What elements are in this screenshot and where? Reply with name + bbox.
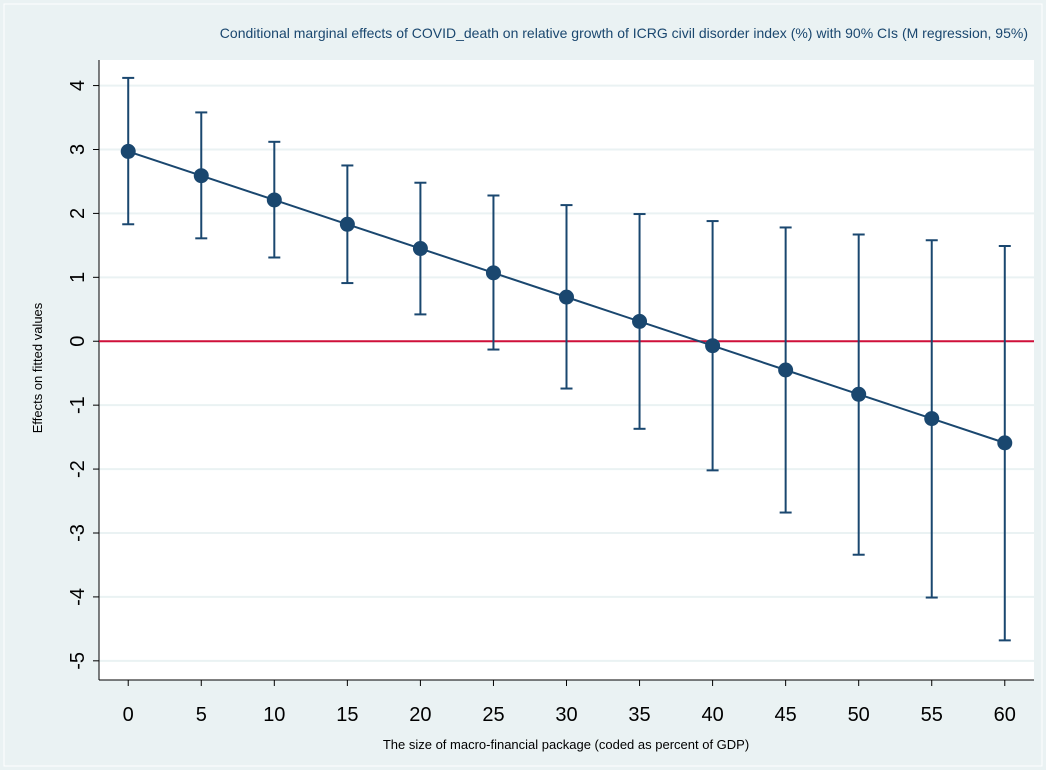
data-points: [120, 143, 1013, 451]
x-axis-title: The size of macro-financial package (cod…: [383, 737, 749, 752]
data-point: [705, 338, 721, 354]
x-tick-label: 10: [263, 704, 285, 726]
data-point: [193, 168, 209, 184]
y-axis: -5 -4 -3 -2 -1 0 1 2 3 4: [67, 60, 100, 680]
x-tick-label: 55: [921, 704, 943, 726]
chart-outer-border: [3, 3, 1043, 767]
data-point: [559, 289, 574, 305]
data-point: [778, 362, 794, 378]
data-point: [266, 192, 282, 208]
chart-title: Conditional marginal effects of COVID_de…: [220, 25, 1028, 41]
data-point: [485, 265, 501, 281]
x-tick-label: 0: [123, 704, 134, 726]
x-tick-label: 25: [482, 704, 504, 726]
x-axis: 0 5 10 15 20 25 30 35 40 45 50 55 60: [99, 679, 1034, 726]
x-tick-label: 35: [628, 704, 650, 726]
y-axis-title: Effects on fitted values: [30, 302, 45, 433]
data-point: [120, 143, 136, 159]
data-point: [924, 411, 940, 427]
data-point: [339, 216, 355, 232]
x-tick-label: 50: [848, 704, 870, 726]
y-tick-label: -2: [67, 460, 89, 478]
y-tick-label: 4: [67, 80, 89, 91]
data-point: [412, 241, 428, 257]
x-tick-label: 30: [555, 704, 577, 726]
x-tick-label: 5: [196, 704, 207, 726]
y-tick-label: 1: [67, 272, 89, 283]
y-tick-label: 2: [67, 208, 89, 219]
data-point: [997, 435, 1013, 451]
y-tick-label: -5: [67, 652, 89, 670]
y-tick-label: 3: [67, 144, 89, 155]
data-point: [632, 313, 648, 329]
x-tick-label: 60: [994, 704, 1016, 726]
data-point: [851, 386, 867, 402]
y-tick-label: -1: [67, 396, 89, 414]
y-tick-label: 0: [67, 336, 89, 347]
x-tick-label: 40: [701, 704, 723, 726]
y-tick-label: -3: [67, 524, 89, 542]
x-tick-label: 45: [775, 704, 797, 726]
y-tick-label: -4: [67, 588, 89, 606]
x-tick-label: 15: [336, 704, 358, 726]
x-tick-label: 20: [409, 704, 431, 726]
